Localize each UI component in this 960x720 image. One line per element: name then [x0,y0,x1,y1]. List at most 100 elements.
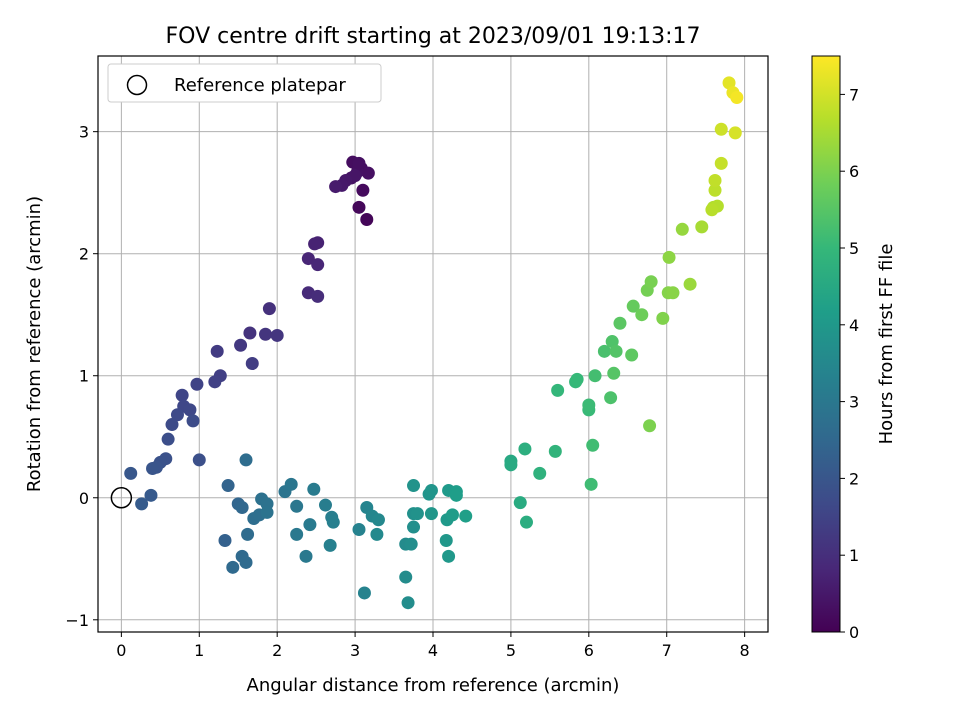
data-point [221,479,235,493]
data-point [170,408,184,422]
data-point [357,586,371,600]
data-point [399,570,413,584]
data-point [323,538,337,552]
data-point [262,302,276,316]
data-point [235,501,249,515]
data-point [192,453,206,467]
data-point [404,537,418,551]
y-tick-label: 3 [79,123,89,142]
data-point [311,258,325,272]
colorbar-tick-label: 4 [849,316,859,335]
data-point [234,338,248,352]
data-point [144,488,158,502]
data-point [290,527,304,541]
colorbar-tick-label: 7 [849,85,859,104]
colorbar-tick-label: 0 [849,623,859,642]
x-axis-label: Angular distance from reference (arcmin) [247,675,620,696]
data-point [326,515,340,529]
data-point [241,527,255,541]
data-point [371,513,385,527]
legend-label: Reference platepar [174,75,346,96]
data-point [626,299,640,313]
data-point [175,388,189,402]
x-tick-label: 1 [194,641,204,660]
data-point [683,277,697,291]
data-point [301,252,315,266]
data-point [407,479,421,493]
data-point [239,555,253,569]
data-point [124,466,138,480]
data-point [597,344,611,358]
colorbar-label: Hours from first FF file [876,244,897,445]
x-tick-label: 3 [350,641,360,660]
x-tick-label: 0 [116,641,126,660]
data-point [609,344,623,358]
data-point [705,203,719,217]
data-point [260,505,274,519]
y-tick-label: 0 [79,489,89,508]
data-point [588,369,602,383]
data-point [666,286,680,300]
data-point [401,596,415,610]
data-point [513,496,527,510]
data-point [218,533,232,547]
data-point [186,414,200,428]
data-point [284,477,298,491]
data-point [675,222,689,236]
colorbar [811,55,841,633]
x-tick-label: 6 [584,641,594,660]
data-point [459,509,473,523]
colorbar-tick-label: 3 [849,393,859,412]
data-point [190,377,204,391]
data-point [361,166,375,180]
colorbar-tick-label: 2 [849,469,859,488]
colorbar-tick-label: 1 [849,546,859,565]
data-point [161,432,175,446]
data-point [708,173,722,187]
data-point [329,180,343,194]
data-point [605,335,619,349]
legend-marker [126,74,148,96]
chart-title: FOV centre drift starting at 2023/09/01 … [166,24,701,49]
data-point [551,383,565,397]
y-tick-label: −1 [65,611,89,630]
data-point [519,515,533,529]
data-point [504,458,518,472]
legend: Reference platepar [107,63,382,103]
data-point [303,518,317,532]
x-axis-ticks: 0 1 2 3 4 5 6 7 8 [116,632,750,660]
data-point [730,90,744,104]
data-point [584,477,598,491]
data-point [243,326,257,340]
data-point [570,372,584,386]
data-point [352,522,366,536]
data-point [245,357,259,371]
reference-point [110,487,133,509]
x-tick-label: 8 [740,641,750,660]
y-tick-label: 2 [79,245,89,264]
data-point [604,391,618,405]
data-point [356,183,370,197]
data-point [311,289,325,303]
data-point [424,483,438,497]
data-point [445,508,459,522]
data-point [582,398,596,412]
data-point [722,76,736,90]
data-point [270,328,284,342]
data-point [613,316,627,330]
data-point [635,308,649,322]
x-tick-label: 2 [272,641,282,660]
data-point [318,498,332,512]
data-point [695,220,709,234]
colorbar-tick-label: 6 [849,162,859,181]
data-point [410,507,424,521]
legend-box [107,63,382,103]
reference-marker [110,487,133,509]
data-point [644,275,658,289]
data-point [714,156,728,170]
data-point [424,507,438,521]
data-point [352,156,366,170]
colorbar-tick-label: 5 [849,239,859,258]
grid [98,56,768,632]
